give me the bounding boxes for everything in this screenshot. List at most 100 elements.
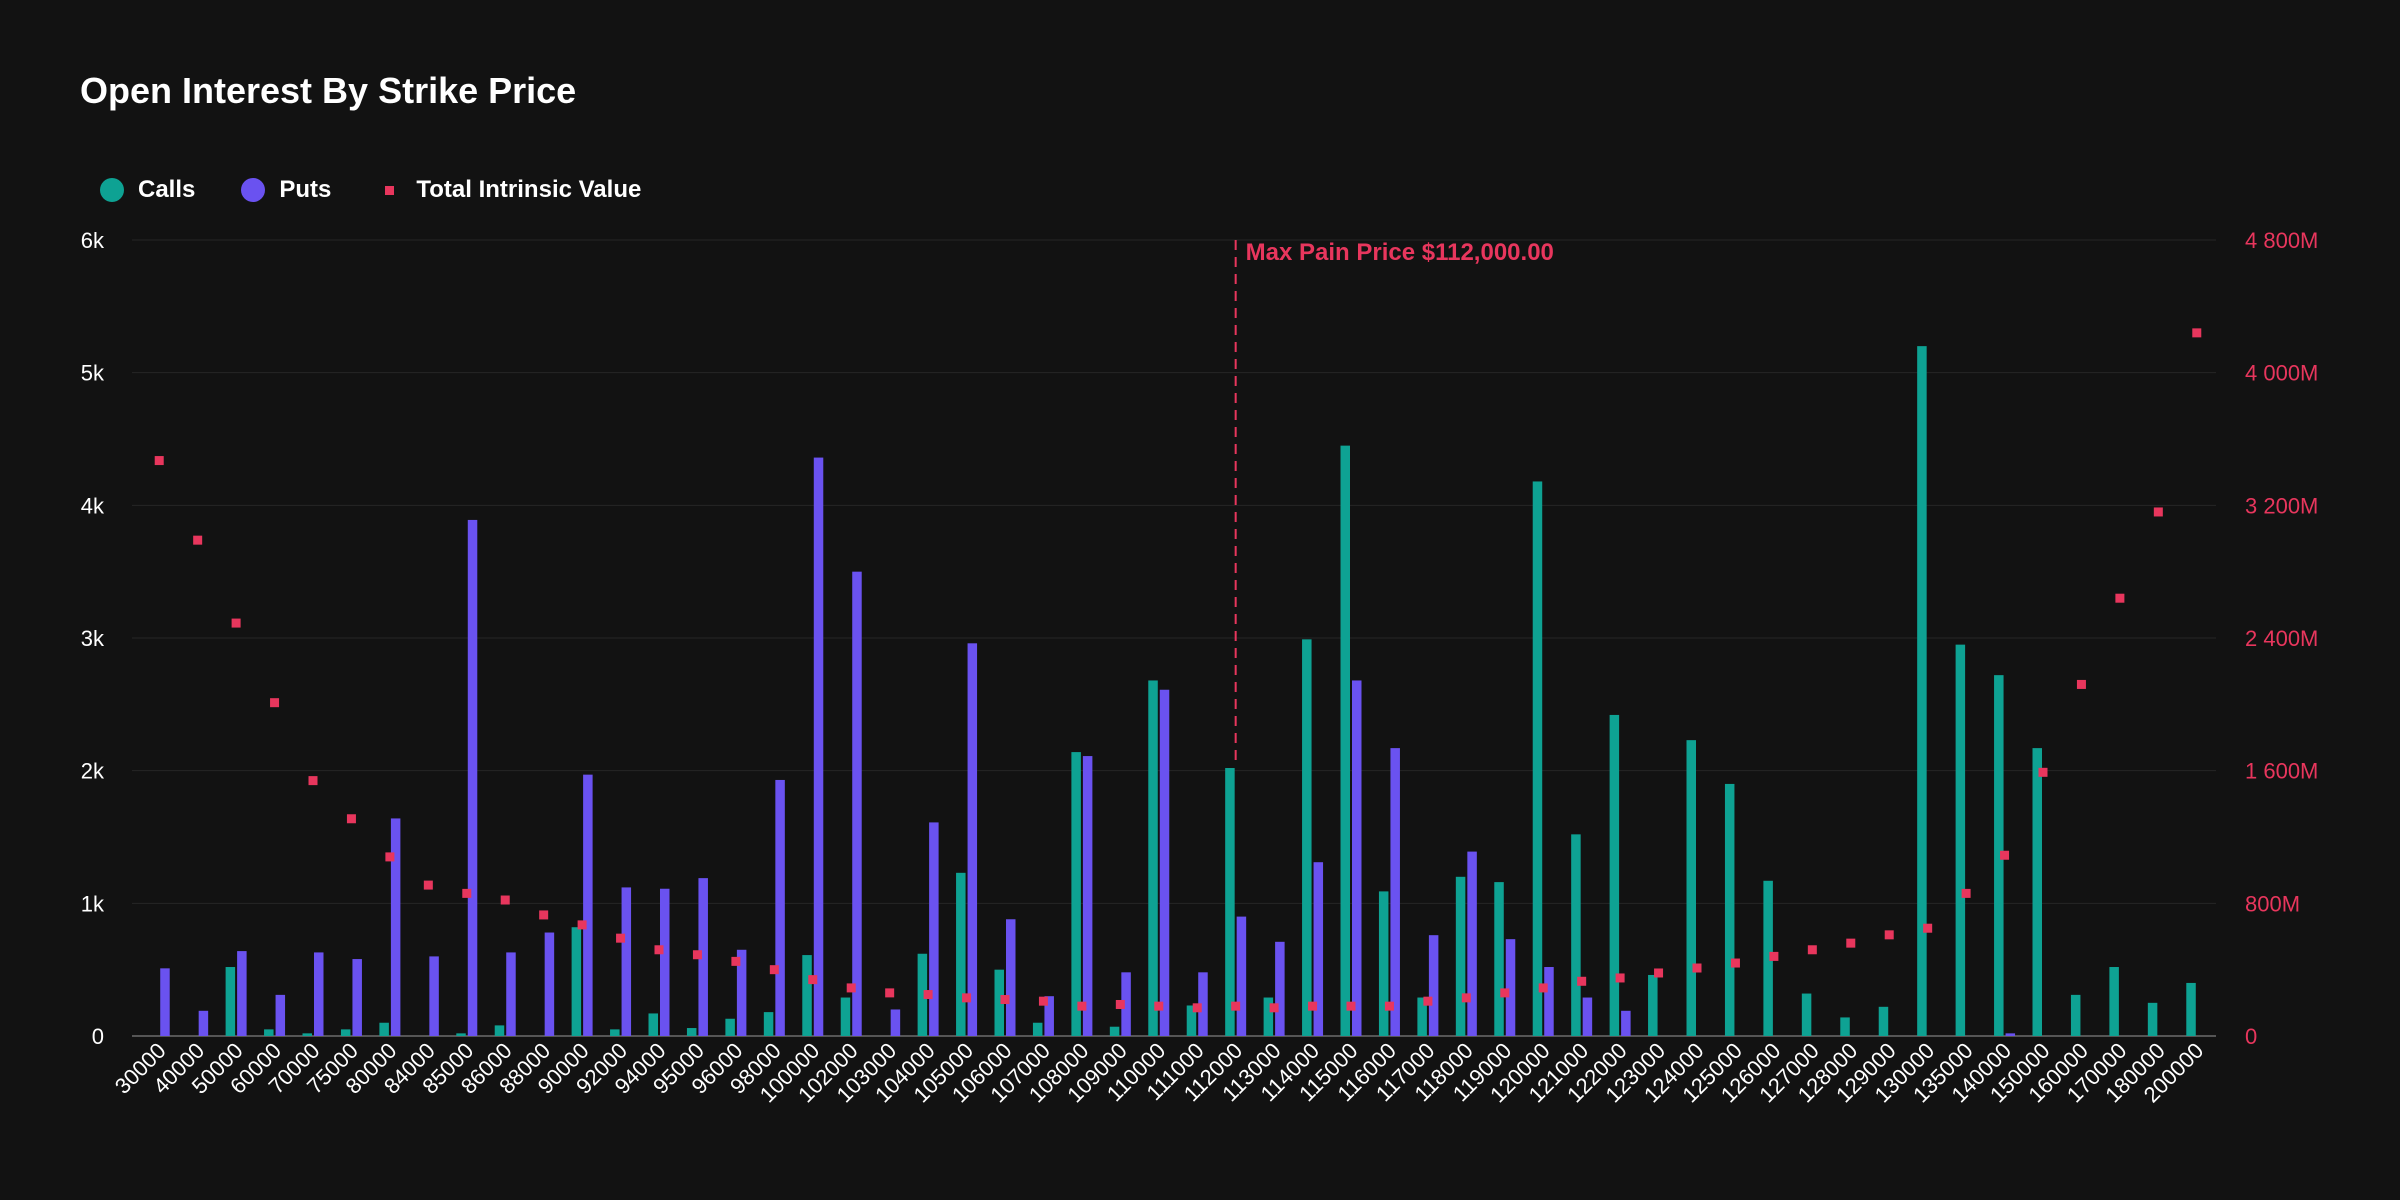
point-total-intrinsic-value [654,945,664,955]
point-total-intrinsic-value [885,988,895,998]
y2-tick-label: 800M [2245,891,2300,916]
bar-calls [1686,740,1696,1036]
point-total-intrinsic-value [346,814,356,824]
point-total-intrinsic-value [1192,1003,1202,1013]
point-total-intrinsic-value [539,910,549,920]
point-total-intrinsic-value [1923,923,1933,933]
bar-puts [1428,935,1439,1036]
bar-calls [2032,748,2042,1036]
bar-puts [237,951,247,1036]
bar-puts [390,818,401,1036]
point-total-intrinsic-value [616,933,626,943]
bar-puts [1006,919,1016,1036]
legend-item-calls[interactable]: Calls [100,176,195,204]
point-total-intrinsic-value [423,880,433,890]
bar-puts [1352,680,1362,1036]
bar-calls [994,969,1004,1036]
point-total-intrinsic-value [731,956,741,966]
bar-calls [1378,891,1389,1036]
bar-calls [302,1033,312,1036]
point-total-intrinsic-value [1461,993,1471,1003]
bar-puts [1159,689,1170,1036]
y-tick-label: 4k [81,493,105,518]
bar-puts [1390,748,1400,1036]
bar-puts [198,1010,209,1036]
point-total-intrinsic-value [1154,1001,1164,1011]
point-total-intrinsic-value [808,975,818,985]
bar-calls [2147,1002,2158,1036]
point-total-intrinsic-value [1077,1001,1087,1011]
bar-calls [340,1029,351,1036]
bar-puts [1467,851,1477,1036]
bar-calls [1263,997,1274,1036]
bar-calls [1840,1017,1850,1036]
bar-calls [1571,834,1581,1036]
bar-puts [1044,996,1054,1036]
legend-label-total-intrinsic-value: Total Intrinsic Value [416,176,642,203]
point-total-intrinsic-value [1730,958,1740,968]
bar-calls [571,927,582,1036]
bar-calls [1917,346,1927,1037]
point-total-intrinsic-value [1423,996,1433,1006]
point-total-intrinsic-value [769,965,779,975]
y-tick-label: 5k [81,361,105,386]
legend-swatch-total-intrinsic-value [385,185,395,195]
bar-puts [890,1009,901,1036]
bar-puts [1275,941,1285,1036]
bar-puts [314,952,324,1036]
bar-calls [1955,644,1966,1036]
point-total-intrinsic-value [270,698,280,708]
bar-calls [917,953,928,1036]
point-total-intrinsic-value [462,888,472,898]
bar-puts [967,643,978,1036]
bar-puts [736,949,747,1036]
bar-puts [1198,972,1208,1036]
bar-puts [1236,916,1247,1036]
point-total-intrinsic-value [1692,963,1702,973]
bar-calls [2186,982,2196,1036]
bar-puts [352,959,362,1036]
bar-calls [2070,994,2081,1036]
legend-item-puts[interactable]: Puts [241,176,331,204]
bar-puts [1121,972,1131,1036]
bar-calls [379,1022,389,1036]
bar-puts [275,994,286,1036]
bar-puts [467,519,478,1036]
bar-calls [1494,882,1504,1036]
bar-calls [1455,876,1466,1036]
point-total-intrinsic-value [231,618,241,628]
legend-item-total-intrinsic-value[interactable]: Total Intrinsic Value [377,176,641,204]
bar-puts [1313,862,1324,1036]
bar-puts [1544,967,1554,1036]
bar-calls [1648,974,1658,1036]
point-total-intrinsic-value [1231,1001,1241,1011]
y-tick-label: 0 [92,1024,104,1049]
bar-puts [544,932,555,1036]
bar-calls [494,1025,505,1036]
bar-puts [775,779,785,1036]
bar-puts [1621,1010,1631,1036]
y2-tick-label: 4 000M [2245,361,2318,386]
bar-calls [1109,1026,1120,1036]
point-total-intrinsic-value [385,852,395,862]
point-total-intrinsic-value [846,983,856,993]
bar-calls [1148,680,1158,1036]
y2-tick-label: 1 600M [2245,759,2318,784]
bar-calls [2109,967,2119,1036]
bar-calls [225,967,236,1036]
point-total-intrinsic-value [1884,930,1894,940]
bar-puts [429,956,439,1036]
bar-calls [686,1028,697,1036]
point-total-intrinsic-value [2115,593,2125,603]
bar-puts [813,457,824,1036]
point-total-intrinsic-value [577,920,587,930]
bar-calls [1225,768,1235,1036]
bar-puts [1582,997,1593,1036]
point-total-intrinsic-value [962,993,972,1003]
point-total-intrinsic-value [1500,988,1510,998]
legend-label-puts: Puts [279,176,332,203]
point-total-intrinsic-value [1577,976,1587,986]
bar-calls [1994,675,2004,1036]
point-total-intrinsic-value [193,535,203,545]
